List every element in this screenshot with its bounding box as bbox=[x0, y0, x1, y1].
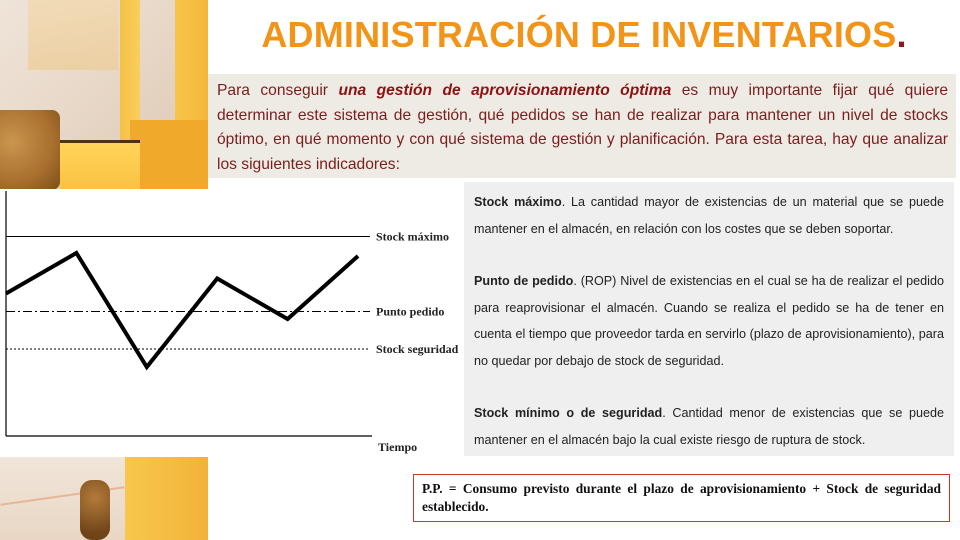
decorative-photo-bottom bbox=[0, 455, 208, 540]
definition-term: Stock mínimo o de seguridad bbox=[474, 406, 663, 420]
intro-emphasis: una gestión de aprovisionamiento óptima bbox=[338, 82, 672, 99]
chart-x-label: Tiempo bbox=[378, 440, 417, 454]
definition-stock-seguridad: Stock mínimo o de seguridad. Cantidad me… bbox=[474, 400, 944, 453]
reference-line-label: Punto pedido bbox=[376, 305, 444, 319]
definition-term: Punto de pedido bbox=[474, 274, 574, 288]
inventory-chart: Stock máximo Punto pedido Stock seguridad … bbox=[0, 189, 460, 457]
definition-stock-maximo: Stock máximo. La cantidad mayor de exist… bbox=[474, 189, 944, 242]
page-title-text: ADMINISTRACIÓN DE INVENTARIOS bbox=[261, 14, 897, 55]
reference-line-label: Stock seguridad bbox=[376, 342, 459, 356]
formula-box: P.P. = Consumo previsto durante el plazo… bbox=[413, 474, 950, 522]
definition-text: . La cantidad mayor de existencias de un… bbox=[474, 195, 944, 236]
page-title: ADMINISTRACIÓN DE INVENTARIOS. bbox=[208, 14, 960, 56]
definition-punto-pedido: Punto de pedido. (ROP) Nivel de existenc… bbox=[474, 268, 944, 374]
definition-text: . Cantidad menor de existencias que se p… bbox=[474, 406, 944, 447]
intro-before: Para conseguir bbox=[217, 82, 339, 99]
reference-line-label: Stock máximo bbox=[376, 230, 449, 244]
intro-after: es muy importante fijar qué quiere deter… bbox=[217, 82, 949, 173]
definitions-panel: Stock máximo. La cantidad mayor de exist… bbox=[464, 182, 954, 456]
page-title-dot: . bbox=[896, 14, 907, 55]
decorative-photo-top bbox=[0, 0, 208, 190]
definition-text: . (ROP) Nivel de existencias en el cual … bbox=[474, 274, 944, 368]
definition-term: Stock máximo bbox=[474, 195, 562, 209]
intro-paragraph: Para conseguir una gestión de aprovision… bbox=[208, 74, 956, 178]
chart-series-line bbox=[5, 250, 360, 371]
